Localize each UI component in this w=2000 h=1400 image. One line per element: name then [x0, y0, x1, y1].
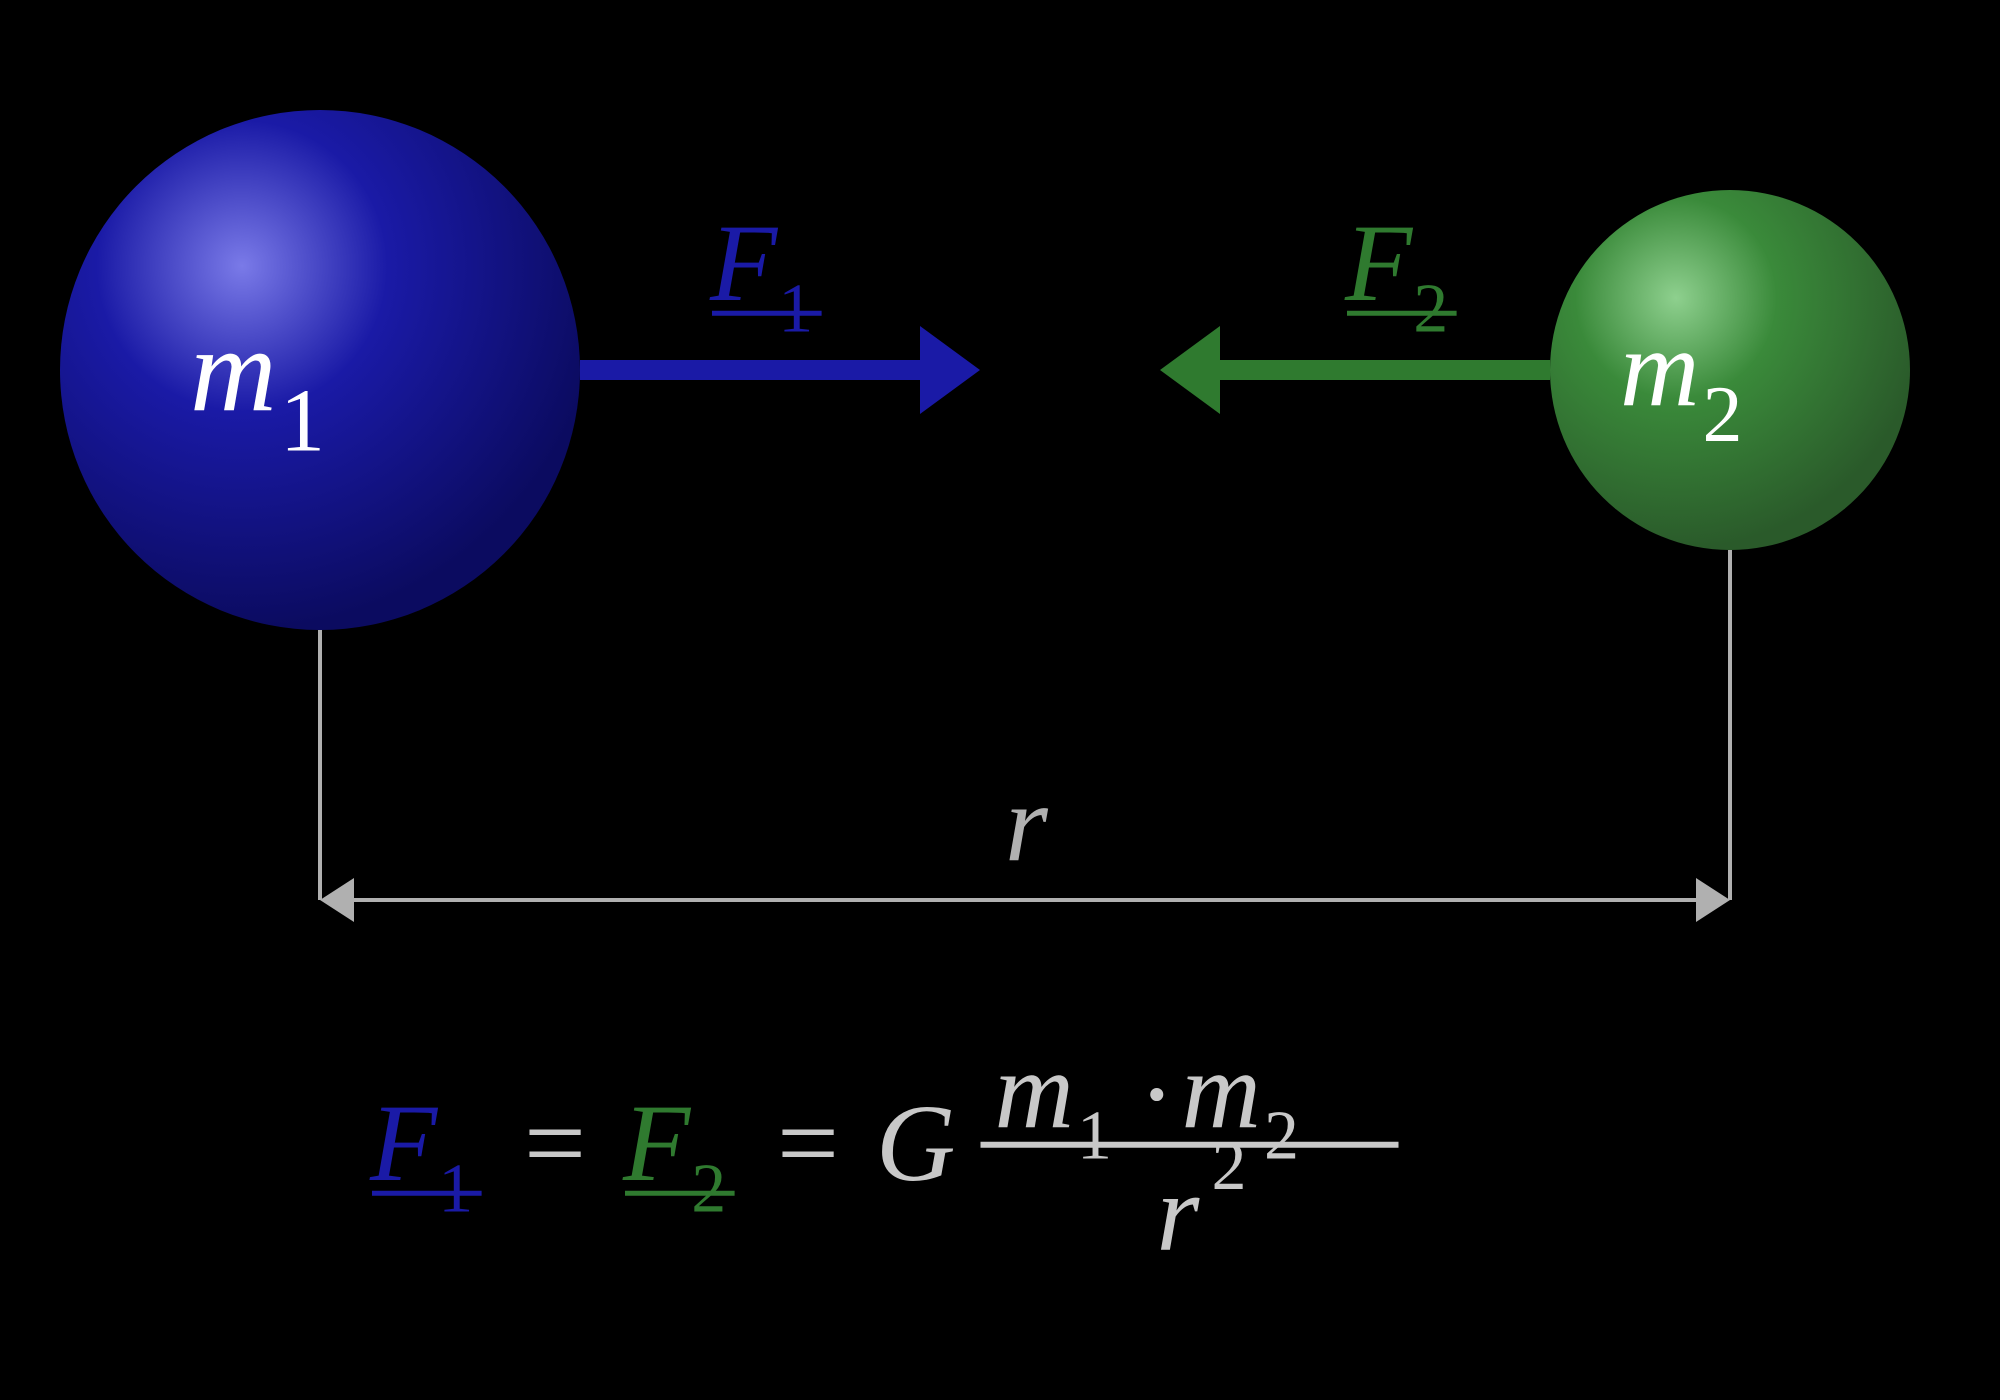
svg-text:2: 2: [1413, 271, 1448, 348]
eq-equals-2: =: [777, 1082, 839, 1204]
svg-text:1: 1: [438, 1151, 473, 1228]
svg-text:F: F: [622, 1082, 692, 1204]
mass-2: m2: [1550, 190, 1910, 550]
svg-text:F: F: [709, 202, 779, 324]
eq-equals-1: =: [524, 1082, 586, 1204]
eq-r-exp: 2: [1212, 1128, 1247, 1205]
mass-1-sphere: [60, 110, 580, 630]
eq-r: r: [1157, 1151, 1201, 1273]
svg-text:m: m: [190, 303, 277, 436]
eq-G: G: [876, 1082, 955, 1204]
eq-m2-sub: 2: [1264, 1097, 1299, 1174]
svg-text:1: 1: [280, 372, 325, 471]
svg-text:m: m: [1620, 307, 1699, 429]
svg-text:2: 2: [1703, 371, 1743, 459]
svg-text:F: F: [369, 1082, 439, 1204]
mass-1: m1: [60, 110, 580, 630]
eq-m1-sub: 1: [1077, 1097, 1112, 1174]
eq-m1-m: m: [995, 1029, 1074, 1151]
svg-text:1: 1: [778, 271, 813, 348]
distance-label: r: [1005, 762, 1049, 884]
mass-2-sphere: [1550, 190, 1910, 550]
eq-dot: .: [1143, 1001, 1171, 1123]
svg-text:F: F: [1344, 202, 1414, 324]
svg-text:2: 2: [691, 1151, 726, 1228]
